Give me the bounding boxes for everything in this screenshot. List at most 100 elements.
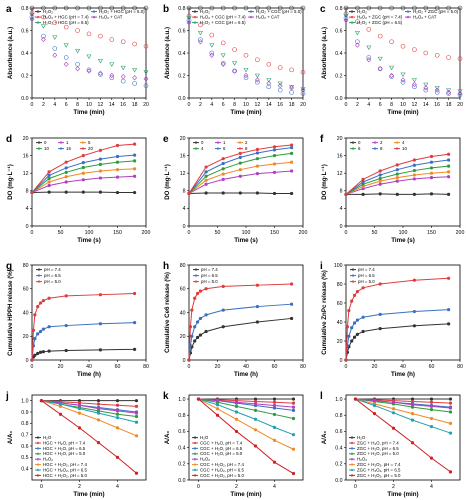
data-point — [221, 308, 225, 312]
y-tick-label: 0.8 — [178, 413, 185, 419]
x-tick-label: 4 — [210, 102, 213, 108]
x-tick-label: 2 — [199, 102, 202, 108]
data-point — [457, 56, 463, 61]
data-point — [355, 39, 360, 45]
data-point — [255, 283, 260, 287]
data-point — [120, 39, 126, 45]
data-point — [143, 83, 149, 88]
data-point — [198, 5, 203, 11]
legend-label: H₂O₂ — [43, 457, 53, 462]
series-g-2 — [30, 291, 137, 362]
data-point — [98, 293, 102, 297]
data-point — [186, 18, 192, 23]
data-point — [290, 143, 294, 147]
x-tick-label: 18 — [289, 102, 295, 108]
data-point — [115, 168, 120, 172]
data-point — [186, 5, 192, 11]
legend-label: 4 — [402, 140, 405, 145]
y-tick-label: 20 — [23, 334, 29, 340]
data-point — [220, 53, 226, 58]
data-point — [221, 177, 225, 181]
data-point — [204, 178, 208, 182]
x-tick-label: 100 — [242, 230, 251, 236]
data-point — [215, 413, 220, 417]
y-tick-label: 12 — [23, 171, 29, 177]
data-point — [115, 403, 120, 407]
data-point — [238, 191, 242, 195]
series-j-6 — [39, 399, 139, 424]
data-point — [377, 5, 383, 11]
data-point — [30, 358, 34, 362]
y-tick-label: 0 — [183, 224, 186, 230]
data-point — [234, 410, 239, 414]
y-tick-label: 0.8 — [178, 6, 185, 12]
data-point — [109, 5, 115, 11]
data-point — [221, 167, 225, 171]
data-point — [378, 192, 382, 196]
data-point — [215, 399, 220, 403]
y-tick-label: 0.0 — [178, 478, 185, 484]
data-point — [243, 75, 249, 81]
legend-label: HGC + H₂O, pH = 6.5 — [43, 446, 86, 451]
legend-label: 10 — [44, 146, 49, 151]
x-tick-label: 4 — [116, 484, 119, 490]
legend-label: ZGC + H₂O, pH = 6.5 — [357, 446, 399, 451]
legend-marker — [194, 141, 198, 144]
legend-marker — [406, 10, 410, 13]
legend-marker — [373, 141, 377, 144]
legend-label: HGC + H₂O₂, pH = 6.5 — [43, 467, 87, 472]
data-point — [115, 154, 120, 159]
y-tick-label: 0.8 — [21, 6, 28, 12]
data-point — [429, 456, 434, 460]
series-i-1 — [344, 308, 451, 362]
data-point — [354, 42, 360, 48]
data-point — [221, 325, 225, 329]
legend-marker — [194, 147, 198, 150]
legend-label: H₂O₂ + CGC (pH = 5.0) — [256, 9, 302, 14]
legend-label: 0 — [44, 140, 47, 145]
x-tick-label: 20 — [372, 364, 378, 370]
data-point — [272, 162, 277, 166]
data-point — [204, 191, 208, 195]
data-point — [266, 5, 272, 11]
legend-label: ZGC + H₂O₂, pH = 5.0 — [357, 473, 401, 478]
data-point — [47, 349, 51, 353]
data-point — [289, 90, 294, 95]
y-tick-label: 1.0 — [21, 398, 28, 404]
data-point — [195, 291, 200, 296]
data-point — [204, 170, 208, 174]
series-k-7 — [196, 397, 296, 476]
panel-c: c 0 2 4 6 8 10 12 14 16 18 20 0.0 0.2 0.4 0.6 0.8 Time (m… — [320, 4, 463, 116]
data-point — [238, 168, 242, 172]
data-point — [41, 33, 46, 39]
legend-marker — [92, 10, 96, 13]
legend: 0 2 4 6 8 10 — [350, 140, 407, 151]
data-point — [400, 77, 406, 83]
legend-label: 2 — [380, 140, 383, 145]
x-tick-label: 50 — [372, 230, 378, 236]
legend-marker — [36, 447, 40, 450]
data-point — [291, 397, 296, 401]
series-d-5 — [30, 142, 137, 195]
data-point — [36, 304, 40, 309]
data-point — [58, 402, 63, 406]
legend-marker — [351, 268, 355, 271]
legend-marker — [37, 141, 41, 144]
data-point — [253, 408, 258, 412]
legend-label: H₂O₂ + CAT — [413, 15, 437, 20]
data-point — [30, 190, 34, 195]
data-point — [447, 192, 451, 196]
y-tick-label: 0.4 — [21, 466, 28, 472]
data-point — [291, 405, 296, 409]
data-point — [77, 407, 82, 411]
data-point — [220, 5, 226, 11]
y-tick-label: 20 — [180, 334, 186, 340]
legend-label: 0 — [358, 140, 361, 145]
legend-marker — [350, 10, 354, 13]
data-point — [232, 47, 237, 52]
y-tick-label: 16 — [337, 153, 343, 159]
series-line — [198, 398, 294, 408]
data-point — [134, 411, 139, 415]
legend-marker — [193, 474, 197, 477]
y-axis-title: DO (mg·L⁻¹) — [164, 164, 171, 200]
